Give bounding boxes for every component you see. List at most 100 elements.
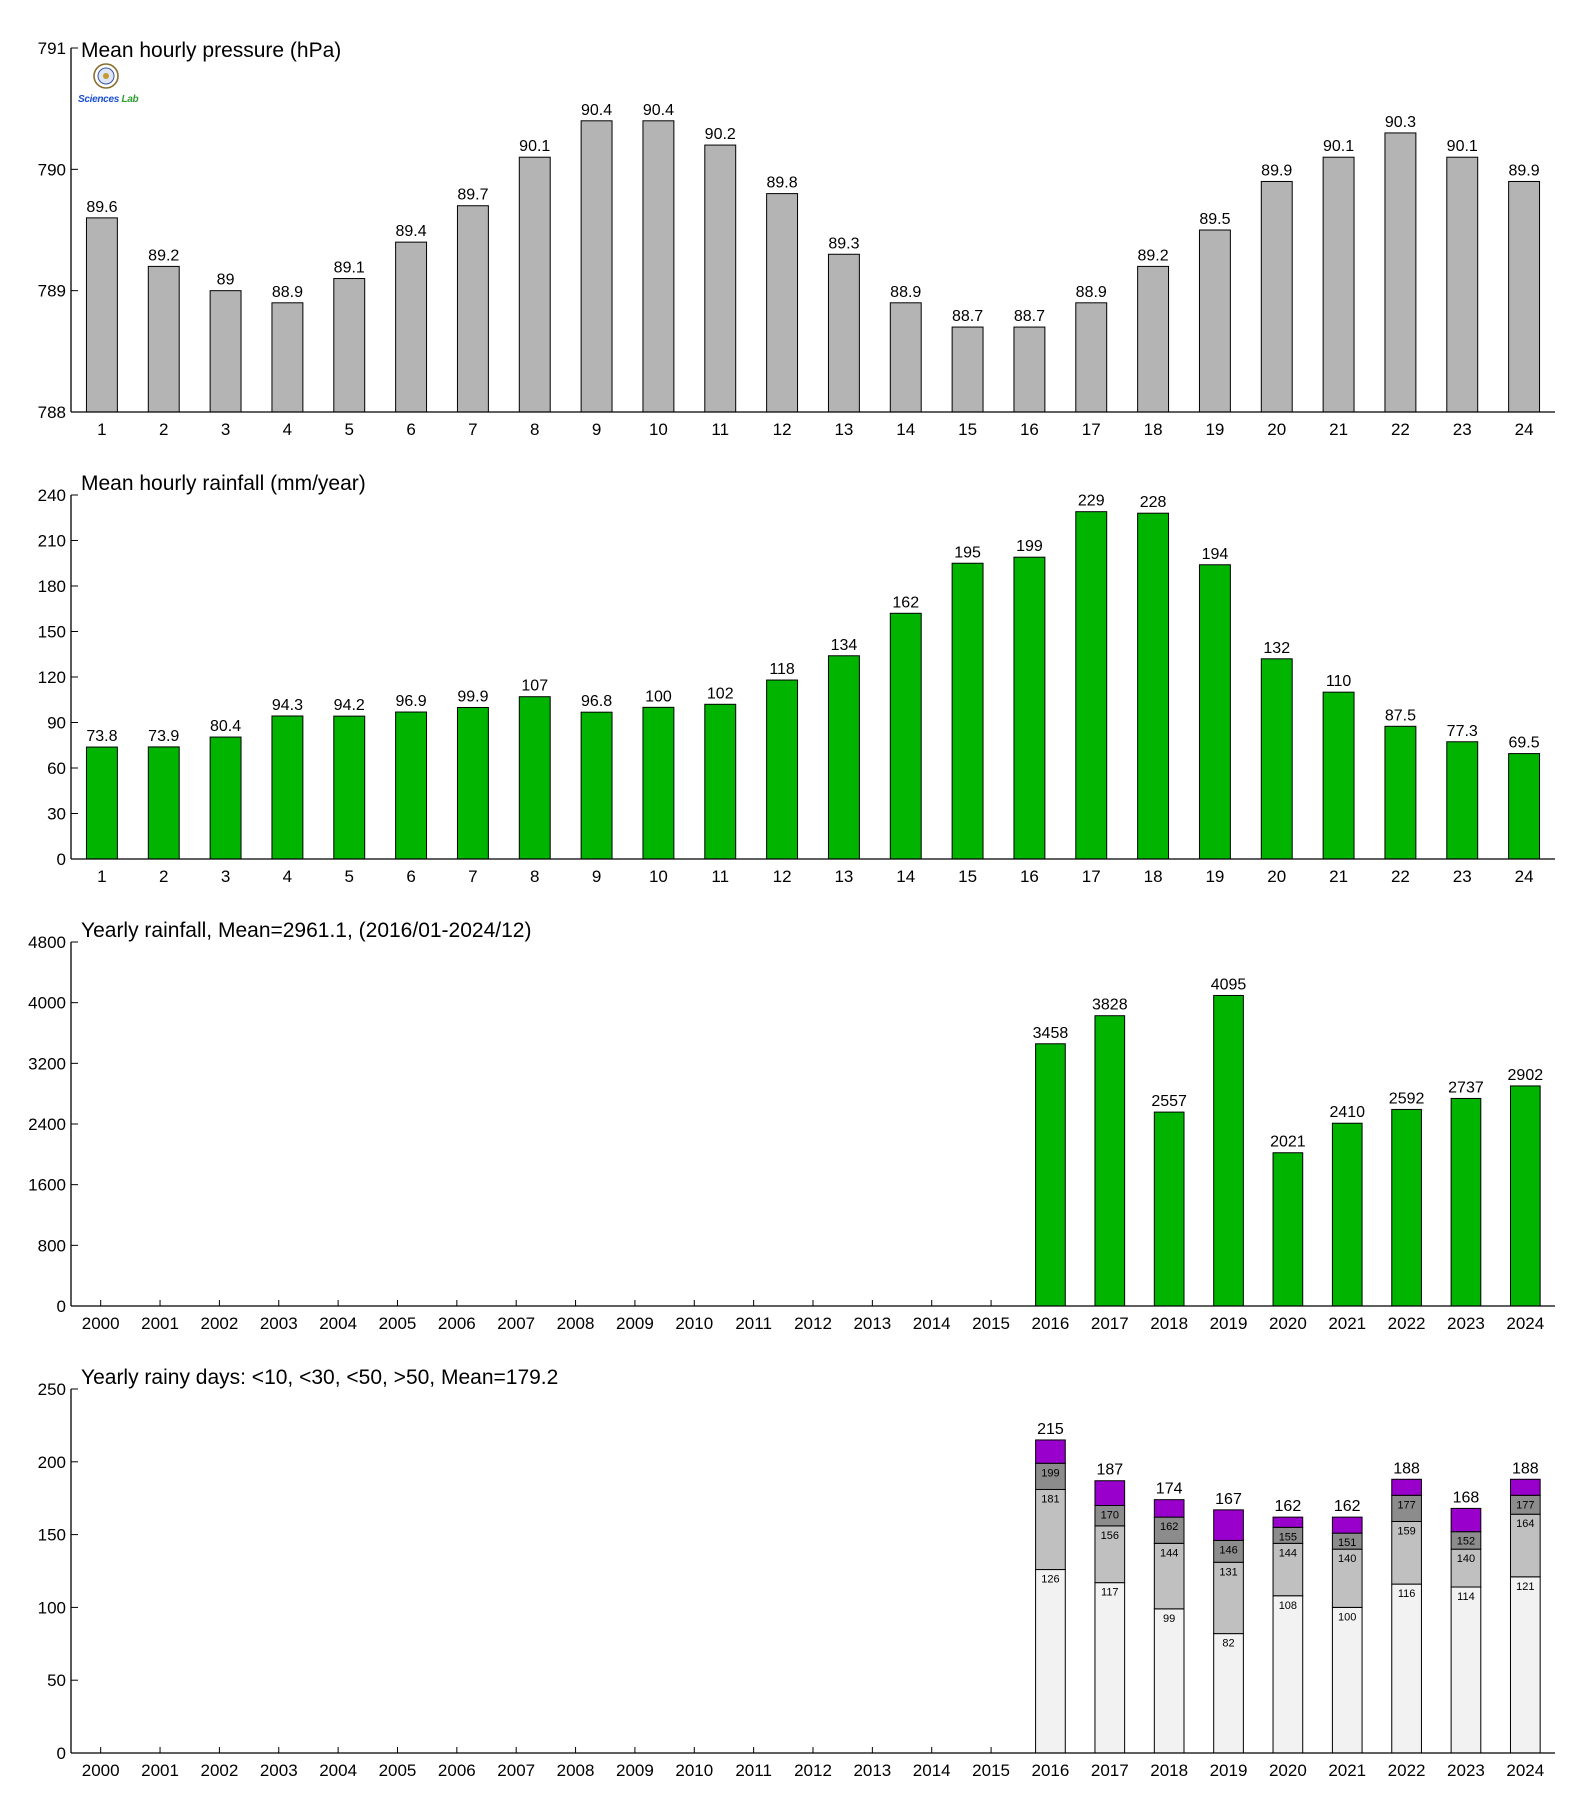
x-tick-label: 7 [468,420,477,439]
bar [1508,180,1541,413]
bar [580,120,613,413]
y-tick-label: 210 [38,532,66,551]
x-tick-label: 5 [345,867,354,886]
bar-data-label: 89.2 [1138,247,1169,264]
stack-segment [1509,1513,1541,1578]
bar [1075,511,1108,860]
stack-label: 181 [1041,1493,1059,1505]
y-tick-label: 30 [47,805,66,824]
bar [951,562,984,860]
x-tick-label: 22 [1391,420,1410,439]
stack-label: 170 [1101,1509,1119,1521]
bar-data-label: 2557 [1151,1093,1187,1110]
x-tick-label: 2008 [557,1761,595,1780]
stack-segment [1153,1542,1185,1610]
x-tick-label: 18 [1144,420,1163,439]
x-tick-label: 2001 [141,1761,179,1780]
bar-data-label: 100 [645,688,672,705]
bar [766,193,799,413]
bar [147,746,180,860]
x-tick-label: 2013 [853,1761,891,1780]
bar-data-label: 77.3 [1447,723,1478,740]
bar [271,302,304,413]
x-tick-label: 4 [283,420,292,439]
bar [1213,994,1244,1307]
bar-data-label: 73.8 [86,728,117,745]
bar-data-label: 96.8 [581,693,612,710]
bar-data-label: 102 [707,685,734,702]
y-tick-label: 4800 [28,933,66,952]
bar [1035,1043,1066,1307]
chart-panel-3: Yearly rainfall, Mean=2961.1, (2016/01-2… [28,919,1555,1333]
x-tick-label: 14 [896,867,915,886]
stack-segment [1035,1462,1066,1490]
bar [209,736,242,860]
y-tick-label: 800 [38,1236,66,1255]
bar-data-label: 90.3 [1385,114,1416,131]
chart-panel-2: Mean hourly rainfall (mm/year)0306090120… [38,472,1555,886]
stack-segment [1035,1569,1066,1754]
bar-data-label: 228 [1140,494,1167,511]
x-tick-label: 2000 [82,1314,120,1333]
stack-total-label: 215 [1037,1421,1064,1438]
y-tick-label: 2400 [28,1115,66,1134]
bar-data-label: 90.1 [519,138,550,155]
bar [395,711,428,860]
bar [518,696,551,860]
stack-total-label: 188 [1393,1460,1420,1477]
bar-data-label: 3458 [1033,1025,1069,1042]
bar-data-label: 3828 [1092,997,1128,1014]
stack-label: 146 [1219,1544,1237,1556]
x-tick-label: 2004 [319,1761,357,1780]
x-tick-label: 2022 [1388,1314,1426,1333]
bar-data-label: 195 [954,544,981,561]
bar-data-label: 90.1 [1323,138,1354,155]
y-tick-label: 200 [38,1453,66,1472]
x-tick-label: 2019 [1210,1761,1248,1780]
bar-data-label: 69.5 [1509,735,1540,752]
bar-data-label: 89.1 [334,260,365,277]
x-tick-label: 2019 [1210,1314,1248,1333]
stack-total-label: 162 [1275,1498,1302,1515]
x-tick-label: 5 [345,420,354,439]
x-tick-label: 2024 [1506,1761,1544,1780]
stack-segment [1094,1480,1126,1506]
x-tick-label: 1 [97,867,106,886]
stack-total-label: 168 [1453,1489,1480,1506]
x-tick-label: 2002 [200,1314,238,1333]
x-tick-label: 2010 [675,1314,713,1333]
chart-title: Mean hourly rainfall (mm/year) [81,472,366,495]
x-tick-label: 2012 [794,1761,832,1780]
stack-label: 144 [1279,1547,1297,1559]
x-tick-label: 14 [896,420,915,439]
bar [642,120,675,413]
bar-data-label: 4095 [1211,976,1247,993]
x-tick-label: 2013 [853,1314,891,1333]
stack-segment [1272,1542,1304,1597]
y-tick-label: 150 [38,1526,66,1545]
stack-segment [1331,1516,1363,1534]
x-tick-label: 12 [773,867,792,886]
bar-data-label: 90.4 [581,102,612,119]
bar-data-label: 80.4 [210,718,241,735]
x-tick-label: 15 [958,867,977,886]
y-tick-label: 4000 [28,994,66,1013]
bar-data-label: 73.9 [148,728,179,745]
bar [1137,265,1170,413]
stack-segment [1272,1595,1304,1754]
x-tick-label: 2012 [794,1314,832,1333]
bar-data-label: 99.9 [457,688,488,705]
chart-title: Yearly rainfall, Mean=2961.1, (2016/01-2… [81,919,531,942]
bar-data-label: 2737 [1448,1079,1484,1096]
x-tick-label: 2001 [141,1314,179,1333]
x-tick-label: 2021 [1328,1761,1366,1780]
stack-label: 114 [1457,1591,1475,1603]
x-tick-label: 18 [1144,867,1163,886]
y-tick-label: 1600 [28,1176,66,1195]
x-tick-label: 3 [221,420,230,439]
bar [1446,741,1479,860]
bar [1322,691,1355,860]
x-tick-label: 2006 [438,1761,476,1780]
bar-data-label: 132 [1263,640,1290,657]
bar-data-label: 134 [831,637,858,654]
